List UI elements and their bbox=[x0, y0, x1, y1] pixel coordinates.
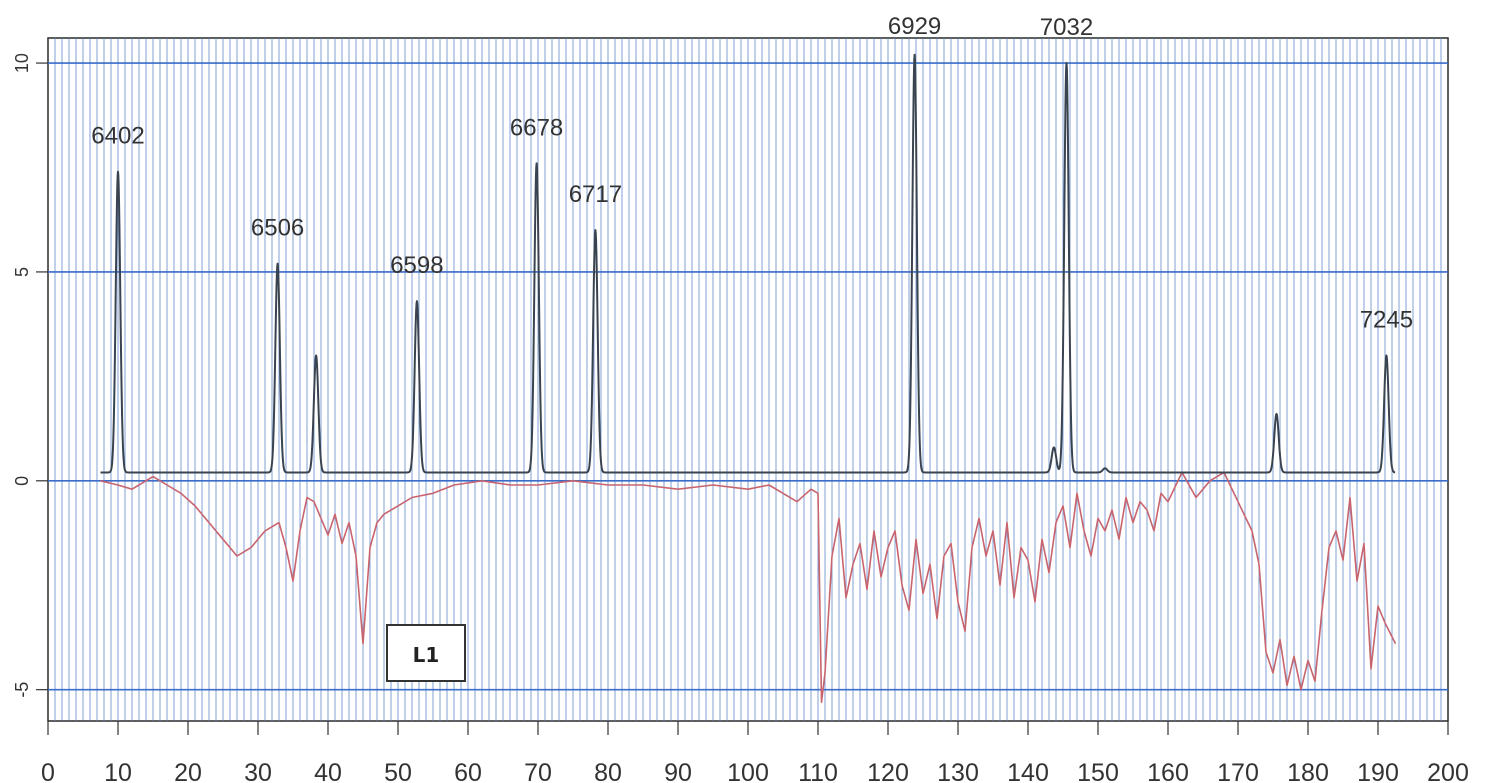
x-tick-label: 200 bbox=[1427, 759, 1469, 783]
x-axis: 0 10 20 30 40 50 60 70 80 90 100 110 120 130 140 150 160… bbox=[41, 721, 1469, 783]
peak-label: 6506 bbox=[251, 215, 304, 242]
peak-label: 7032 bbox=[1040, 14, 1093, 41]
x-tick-label: 130 bbox=[937, 759, 979, 783]
peak-label: 6402 bbox=[91, 123, 144, 150]
y-tick-label: -5 bbox=[12, 682, 32, 698]
series-line-spectrum bbox=[99, 53, 1396, 474]
grid bbox=[48, 38, 1448, 721]
peak-label: 6717 bbox=[569, 181, 622, 208]
x-tick-label: 190 bbox=[1357, 759, 1399, 783]
x-tick-label: 100 bbox=[727, 759, 769, 783]
x-tick-label: 90 bbox=[664, 759, 692, 783]
x-tick-label: 120 bbox=[867, 759, 909, 783]
y-tick-label: 0 bbox=[12, 476, 32, 486]
x-tick-label: 30 bbox=[244, 759, 272, 783]
x-tick-label: 50 bbox=[384, 759, 412, 783]
x-tick-label: 150 bbox=[1077, 759, 1119, 783]
x-tick-label: 20 bbox=[174, 759, 202, 783]
x-tick-label: 140 bbox=[1007, 759, 1049, 783]
x-tick-label: 80 bbox=[594, 759, 622, 783]
x-tick-label: 60 bbox=[454, 759, 482, 783]
x-tick-label: 10 bbox=[104, 759, 132, 783]
legend-box bbox=[386, 624, 466, 682]
peak-label: 6678 bbox=[510, 114, 563, 141]
legend-label: L1 bbox=[413, 643, 440, 667]
series-layer bbox=[99, 53, 1397, 703]
x-tick-label: 40 bbox=[314, 759, 342, 783]
y-tick-label: 10 bbox=[12, 53, 32, 73]
peak-label: 7245 bbox=[1360, 306, 1413, 333]
peak-label-layer: 6402 6506 6598 6678 6717 6929 7032 7245 bbox=[91, 13, 1413, 333]
peak-label: 6929 bbox=[888, 13, 941, 40]
x-tick-label: 70 bbox=[524, 759, 552, 783]
x-tick-label: 170 bbox=[1217, 759, 1259, 783]
peak-label: 6598 bbox=[390, 252, 443, 279]
x-tick-label: 110 bbox=[798, 759, 838, 783]
series-line-difference bbox=[100, 471, 1397, 703]
legend: L1 bbox=[386, 624, 466, 682]
x-tick-label: 160 bbox=[1147, 759, 1189, 783]
y-tick-label: 5 bbox=[12, 267, 32, 277]
x-tick-label: 0 bbox=[41, 759, 55, 783]
y-axis: -5 0 5 10 bbox=[12, 53, 48, 698]
x-tick-label: 180 bbox=[1287, 759, 1329, 783]
